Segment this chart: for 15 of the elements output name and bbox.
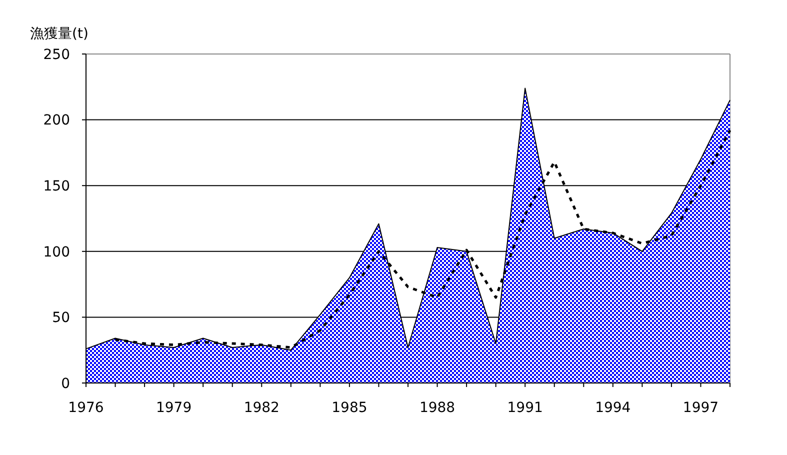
y-tick-label: 0 xyxy=(61,376,70,392)
x-tick-label: 1979 xyxy=(156,400,192,416)
y-tick-label: 200 xyxy=(43,112,70,129)
x-tick-label: 1997 xyxy=(682,400,719,416)
x-tick-label: 1994 xyxy=(595,400,631,416)
y-tick-label: 50 xyxy=(52,310,70,326)
x-tick-label: 1988 xyxy=(419,400,456,416)
x-tick-label: 1976 xyxy=(68,400,104,416)
x-tick-label: 1991 xyxy=(507,400,543,416)
y-tick-label: 250 xyxy=(43,46,70,63)
y-tick-label: 100 xyxy=(43,244,70,260)
x-tick-label: 1982 xyxy=(244,400,280,416)
x-tick-label: 1985 xyxy=(332,400,368,416)
y-axis-title: 漁獲量(t) xyxy=(30,26,88,42)
y-tick-label: 150 xyxy=(43,178,70,194)
